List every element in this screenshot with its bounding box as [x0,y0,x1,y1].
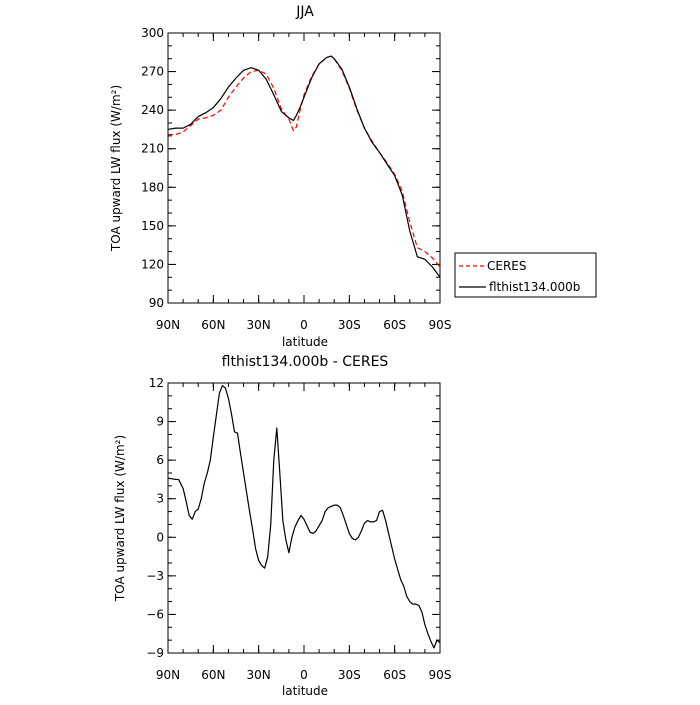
bottom-chart-title: flthist134.000b - CERES [222,354,389,370]
top-y-tick-label: 300 [141,26,164,40]
bottom-y-tick-label: 0 [156,530,164,544]
bottom-y-tick-label: −6 [146,607,164,621]
bottom-x-axis-label: latitude [282,684,328,698]
bottom-series-line-difference [167,384,441,649]
top-series-line-flthist134-000b [167,55,441,278]
bottom-x-tick-label: 30S [338,668,361,682]
bottom-x-tick-label: 90N [156,668,180,682]
top-chart-title: JJA [295,4,314,20]
bottom-panel: flthist134.000b - CERES −9 −6 −3 0 3 6 9 12 90N 6… [113,354,451,698]
top-y-tick-label: 90 [149,296,164,310]
top-x-tick-label: 60N [201,318,225,332]
top-y-tick-label: 180 [141,180,164,194]
bottom-y-tick-label: 6 [156,453,164,467]
bottom-x-tick-label: 60S [383,668,406,682]
top-y-tick-label: 120 [141,257,164,271]
bottom-y-tick-label: 9 [156,415,164,429]
top-x-tick-label: 60S [383,318,406,332]
bottom-x-tick-label: 90S [429,668,452,682]
top-plot-frame [167,32,441,304]
legend-label-model: flthist134.000b [489,280,580,294]
legend-box [454,252,597,298]
bottom-y-tick-label: 3 [156,492,164,506]
legend-label-ceres: CERES [487,259,527,273]
top-y-axis-label: TOA upward LW flux (W/m²) [109,85,123,252]
top-plot-area: 90 120 150 180 210 240 270 300 90N 60N 30N 0 30S 60S 9… [141,26,451,332]
top-y-tick-label: 210 [141,142,164,156]
bottom-plot-area: −9 −6 −3 0 3 6 9 12 90N 60N 30N 0 30S 60S 90S [146,376,451,682]
top-y-tick-label: 270 [141,65,164,79]
bottom-y-tick-label: −9 [146,646,164,660]
top-x-tick-label: 0 [300,318,308,332]
bottom-x-tick-label: 30N [247,668,271,682]
top-x-tick-label: 30N [247,318,271,332]
top-x-axis-label: latitude [282,335,328,349]
bottom-plot-frame [167,382,441,654]
bottom-x-tick-label: 0 [300,668,308,682]
bottom-y-axis-label: TOA upward LW flux (W/m²) [113,435,127,602]
top-y-tick-label: 150 [141,219,164,233]
top-x-tick-label: 30S [338,318,361,332]
bottom-y-tick-label: 12 [149,376,164,390]
bottom-y-tick-label: −3 [146,569,164,583]
top-series-line-ceres [168,55,441,268]
bottom-x-tick-label: 60N [201,668,225,682]
top-y-tick-label: 240 [141,103,164,117]
top-x-tick-label: 90S [429,318,452,332]
top-x-tick-label: 90N [156,318,180,332]
top-panel: JJA 90 120 150 180 210 240 270 300 90N 60N 30N 0 30S… [109,4,597,349]
legend: CERES flthist134.000b [454,252,597,298]
